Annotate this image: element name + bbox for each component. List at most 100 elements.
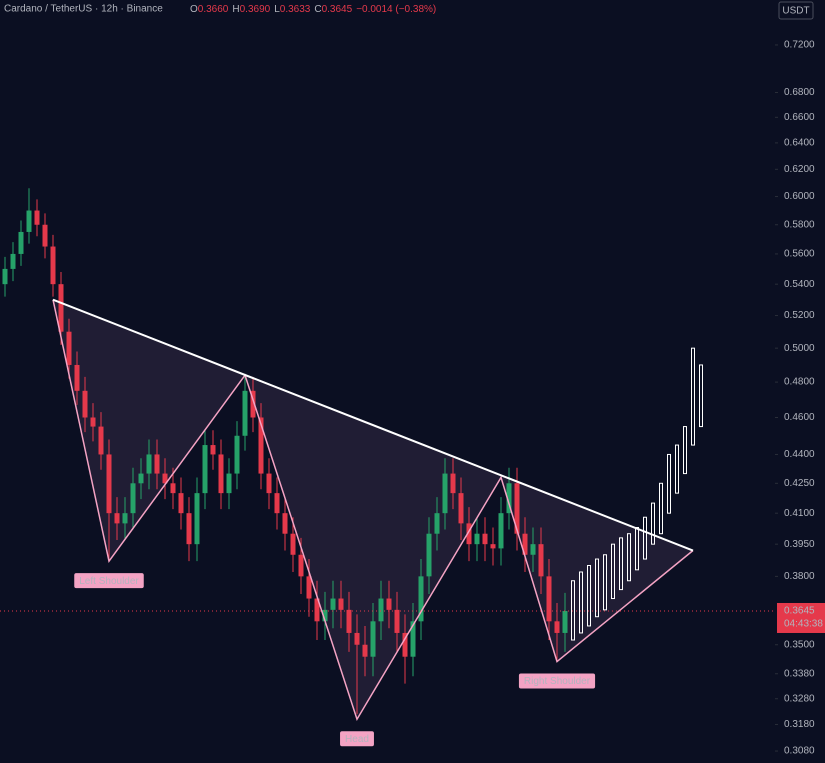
field-key: H [232, 4, 239, 15]
pattern-line [52, 299, 694, 722]
candle-body [554, 621, 560, 633]
candle-body [162, 473, 168, 484]
projection-bar [667, 453, 671, 514]
candle-body [386, 598, 392, 610]
candle-body [138, 473, 144, 484]
y-tick-label: 0.3950 [784, 539, 815, 550]
candle-body [402, 632, 408, 657]
candle-body [122, 513, 128, 524]
candle-body [42, 224, 48, 247]
projection-bar [619, 537, 623, 591]
candle-body [370, 621, 376, 657]
candle-body [362, 644, 368, 657]
candle-body [202, 445, 208, 494]
candle-body [154, 454, 160, 474]
candle-body [194, 493, 200, 545]
projection-bar [595, 558, 599, 618]
candle-body [10, 253, 16, 269]
y-tick-label: 0.5600 [784, 249, 815, 260]
change: −0.0014 (−0.38%) [356, 4, 436, 15]
annotation-box [518, 673, 596, 689]
y-tick-label: 0.6000 [784, 191, 815, 202]
candle-body [34, 210, 40, 225]
currency-box [778, 1, 814, 20]
y-tick-label: 0.4800 [784, 377, 815, 388]
y-tick-label: 0.3080 [784, 746, 815, 757]
candle-body [234, 435, 240, 474]
field-value: 0.3660 [198, 4, 229, 15]
candle-body [274, 493, 280, 514]
candle-body [66, 331, 72, 365]
y-tick-label: 0.3180 [784, 719, 815, 730]
projection-bar [699, 364, 703, 428]
candle-body [506, 483, 512, 514]
candle-body [82, 390, 88, 418]
candle-body [178, 493, 184, 514]
y-tick-label: 0.4400 [784, 449, 815, 460]
candle-body [2, 268, 8, 285]
candle-body [314, 598, 320, 622]
candle-body [530, 544, 536, 555]
candle-body [394, 609, 400, 633]
candle-body [426, 533, 432, 577]
candle-body [338, 598, 344, 610]
projection-bar [675, 444, 679, 494]
header-fields: O0.3660 H0.3690 L0.3633 C0.3645 −0.0014 (−0.… [190, 4, 436, 15]
y-tick-label: 0.5000 [784, 343, 815, 354]
annotation-label: Head [345, 734, 369, 745]
projection-bar [691, 347, 695, 446]
candle-body [546, 576, 552, 622]
y-tick-label: 0.6600 [784, 112, 815, 123]
candle-body [106, 454, 112, 514]
candle-body [434, 513, 440, 534]
projection-bar [683, 426, 687, 475]
projection-bar [627, 533, 631, 582]
candle-body [346, 609, 352, 633]
currency: USDT [782, 6, 809, 17]
symbol: Cardano / TetherUS · 12h · Binance [4, 4, 163, 15]
candle-body [250, 390, 256, 418]
y-tick-label: 0.3800 [784, 571, 815, 582]
candle-body [498, 513, 504, 549]
candle-body [538, 544, 544, 577]
candle-body [26, 210, 32, 232]
candle-body [410, 621, 416, 657]
projection-bar [611, 543, 615, 600]
candle-body [298, 554, 304, 577]
candle-body [490, 544, 496, 549]
candle-body [482, 533, 488, 545]
annotation-label: Left Shoulder [79, 576, 139, 587]
candle-body [266, 473, 272, 494]
candle-body [186, 513, 192, 545]
y-tick-label: 0.4100 [784, 508, 815, 519]
y-tick-label: 0.6400 [784, 138, 815, 149]
candle-body [226, 473, 232, 494]
neckline [52, 298, 694, 552]
annotation: Left Shoulder [74, 573, 144, 589]
candle-body [170, 483, 176, 494]
projection-bar [651, 502, 655, 545]
candle-body [450, 473, 456, 494]
y-tick-label: 0.5200 [784, 310, 815, 321]
candle-body [522, 533, 528, 555]
candle-body [210, 445, 216, 455]
field-value: 0.3645 [322, 4, 353, 15]
y-tick-label: 0.6200 [784, 164, 815, 175]
annotation-box [74, 573, 144, 589]
candle-body [98, 426, 104, 455]
projection-bar [659, 482, 663, 535]
y-tick-label: 0.3280 [784, 693, 815, 704]
candle-body [562, 610, 568, 633]
field-key: C [314, 4, 321, 15]
candle-body [474, 533, 480, 545]
candle-body [130, 483, 136, 514]
last-price-box [777, 602, 825, 633]
candle-body [90, 417, 96, 427]
field-value: 0.3690 [240, 4, 271, 15]
y-tick-label: 0.6800 [784, 87, 815, 98]
y-tick-label: 0.5400 [784, 279, 815, 290]
candle-body [354, 632, 360, 645]
projection-bar [579, 571, 583, 634]
candle-body [514, 483, 520, 534]
